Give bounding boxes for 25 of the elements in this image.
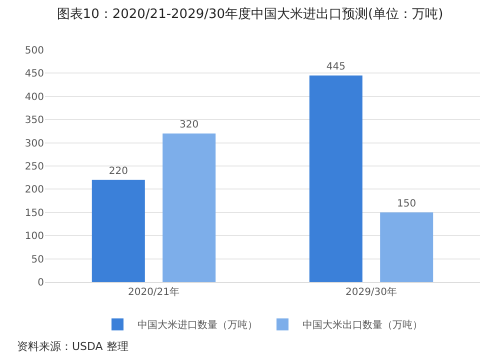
data-label: 150 xyxy=(397,198,416,210)
bar xyxy=(309,76,362,282)
y-tick-label: 300 xyxy=(24,138,44,150)
text: 资料来源：USDA 整理 xyxy=(17,340,128,353)
data-label: 445 xyxy=(326,62,346,73)
legend-label: 中国大米出口数量（万吨） xyxy=(302,319,422,332)
y-tick-label: 0 xyxy=(38,278,44,288)
y-tick-label: 500 xyxy=(24,46,44,56)
data-label: 320 xyxy=(180,120,199,131)
y-tick-label: 250 xyxy=(24,162,44,172)
y-tick-label: 150 xyxy=(24,208,44,219)
bar xyxy=(380,212,434,282)
x-tick-label: 2020/21年 xyxy=(128,286,180,298)
x-tick-label: 2029/30年 xyxy=(345,286,398,298)
data-label: 220 xyxy=(108,166,128,177)
chart-title: 图表10：2020/21-2029/30年度中国大米进出口预测(单位：万吨) xyxy=(56,6,444,22)
bar xyxy=(92,180,145,282)
legend-label: 中国大米进口数量（万吨） xyxy=(138,319,258,332)
y-tick-label: 400 xyxy=(24,92,44,103)
y-tick-label: 50 xyxy=(31,254,44,266)
y-tick-label: 350 xyxy=(24,115,44,126)
bar xyxy=(162,134,216,282)
y-tick-label: 200 xyxy=(24,184,44,196)
y-tick-label: 450 xyxy=(24,68,44,80)
y-tick-label: 100 xyxy=(24,231,44,242)
